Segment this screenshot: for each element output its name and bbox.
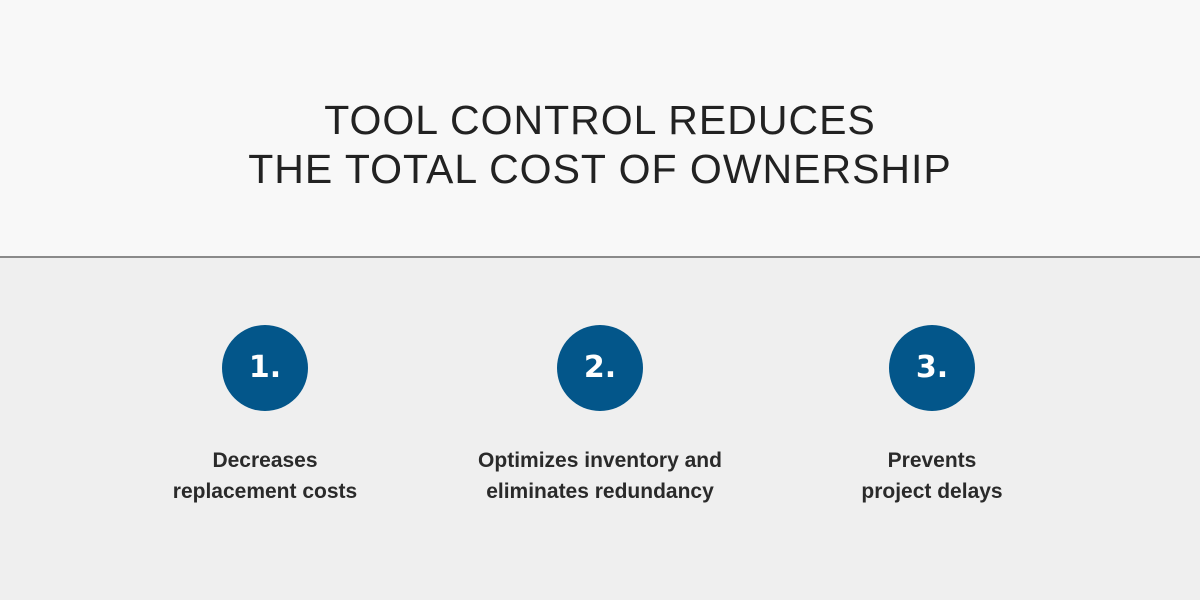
benefit-label-line: replacement costs (172, 480, 358, 503)
benefit-label-1: Decreases replacement costs (95, 445, 435, 507)
benefit-label-3: Prevents project delays (762, 445, 1102, 507)
page-title: TOOL CONTROL REDUCES THE TOTAL COST OF O… (0, 96, 1200, 194)
header-section: TOOL CONTROL REDUCES THE TOTAL COST OF O… (0, 0, 1200, 258)
number-badge-2: 2. (557, 325, 643, 411)
benefit-label-line: eliminates redundancy (486, 480, 714, 503)
benefit-item-3: 3. Prevents project delays (762, 325, 1102, 507)
title-line-2: THE TOTAL COST OF OWNERSHIP (248, 146, 952, 192)
benefit-label-line: Optimizes inventory and (478, 449, 722, 472)
number-badge-3: 3. (889, 325, 975, 411)
title-line-1: TOOL CONTROL REDUCES (324, 97, 876, 143)
benefit-label-line: Prevents (887, 449, 977, 472)
benefit-item-1: 1. Decreases replacement costs (95, 325, 435, 507)
benefit-label-2: Optimizes inventory and eliminates redun… (430, 445, 770, 507)
benefit-label-line: project delays (861, 480, 1003, 503)
benefit-label-line: Decreases (212, 449, 318, 472)
number-badge-1: 1. (222, 325, 308, 411)
benefit-item-2: 2. Optimizes inventory and eliminates re… (430, 325, 770, 507)
